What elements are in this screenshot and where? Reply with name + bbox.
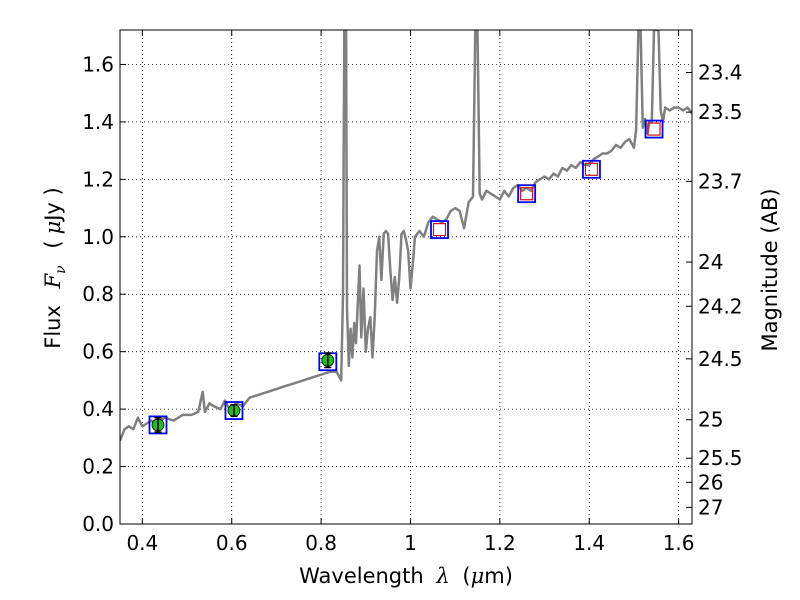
model-point-marker [517, 184, 537, 204]
mag-tick-label: 26 [698, 470, 723, 494]
y-axis-label-prefix: Flux [41, 305, 65, 349]
mag-tick-label: 24.5 [698, 347, 743, 371]
y-tick-label: 0.8 [82, 282, 114, 306]
x-tick-label: 1.4 [573, 531, 605, 555]
plot-frame [119, 29, 693, 525]
mag-tick-label: 27 [698, 495, 723, 519]
y-tick-label: 0.0 [82, 512, 114, 536]
y-axis-label-sub: ν [53, 265, 69, 274]
mag-tick-label: 24.2 [698, 294, 743, 318]
x-axis-label: Wavelength λ (μm) [299, 564, 513, 588]
model-point-marker [224, 401, 244, 420]
x-tick-label: 1 [404, 531, 417, 555]
model-point-marker [582, 159, 601, 179]
y-tick-label: 1.6 [82, 52, 114, 76]
y-axis-label-unit-mu: μ [41, 221, 65, 235]
y-axis-label-symbol: F [41, 272, 65, 289]
predicted-point-marker [432, 223, 447, 237]
x-axis-label-unit-open: ( [462, 564, 470, 588]
y-axis-label-unit-rest: Jy ) [41, 187, 65, 223]
y-tick-label: 0.2 [82, 455, 114, 479]
x-tick-label: 1.2 [484, 531, 516, 555]
points-layer [148, 119, 664, 435]
spectrum-line [120, 30, 692, 442]
mag-tick-label: 25.5 [698, 446, 743, 470]
x-axis-label-prefix: Wavelength [299, 564, 424, 588]
predicted-point-marker [520, 187, 534, 201]
model-point-marker [430, 220, 449, 240]
spectrum-layer [120, 30, 692, 442]
y-tick-label: 1.2 [82, 167, 114, 191]
x-tick-label: 0.6 [216, 531, 248, 555]
model-point-marker [148, 415, 168, 435]
y2-axis-label: Magnitude (AB) [758, 188, 782, 351]
y-axis-label: Flux Fν ( μJy ) [41, 187, 70, 348]
mag-tick-label: 23.5 [698, 100, 743, 124]
x-tick-label: 0.4 [126, 531, 158, 555]
mag-tick-label: 23.7 [698, 169, 743, 193]
predicted-point-marker [584, 162, 599, 176]
mag-tick-label: 23.4 [698, 61, 743, 85]
x-axis-label-unit-mu: μ [471, 564, 485, 588]
x-tick-label: 1.6 [663, 531, 695, 555]
model-point-marker [644, 119, 664, 139]
x-tick-label: 0.8 [305, 531, 337, 555]
x-axis-label-unit-rest: m) [484, 564, 513, 588]
mag-tick-label: 24 [698, 250, 723, 274]
y-tick-label: 1.0 [82, 225, 114, 249]
axis-ticks: 0.4 0.6 0.8 1 1.2 1.4 1.6 0.0 0.2 0.4 0.6 0.8 1.0 1.2… [82, 30, 743, 555]
predicted-point-marker [647, 122, 661, 136]
y-axis-label-unit-open: ( [41, 240, 65, 248]
y-tick-label: 0.6 [82, 340, 114, 364]
x-axis-label-symbol: λ [435, 564, 449, 588]
y-tick-label: 1.4 [82, 110, 114, 134]
y-tick-label: 0.4 [82, 397, 114, 421]
mag-tick-label: 25 [698, 408, 723, 432]
grid-lines [120, 30, 692, 525]
